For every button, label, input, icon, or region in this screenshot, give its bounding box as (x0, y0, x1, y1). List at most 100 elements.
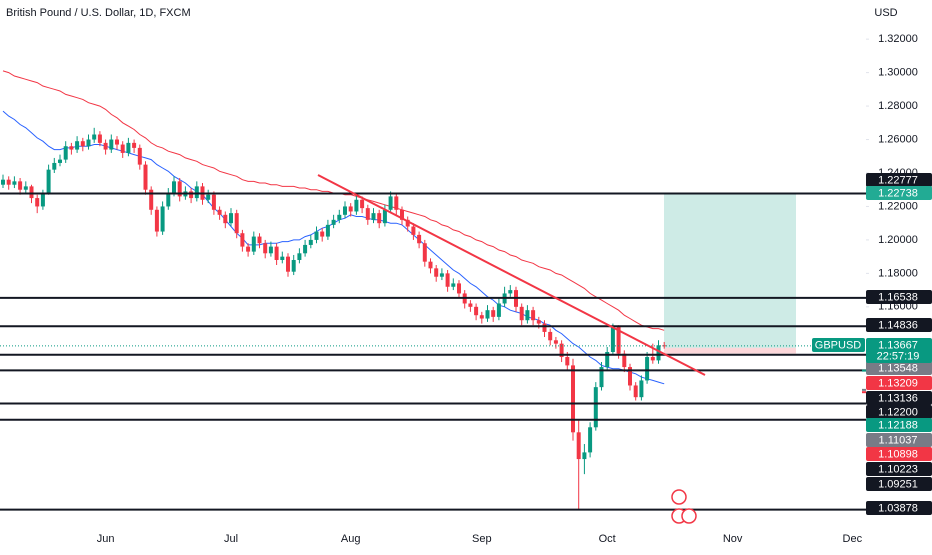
event-icon[interactable] (681, 508, 697, 524)
plot-area (0, 70, 866, 511)
last-price-box (866, 338, 932, 363)
candle-body (331, 219, 336, 225)
candle-body (58, 159, 62, 163)
candle-body (496, 303, 501, 317)
candle-body (149, 189, 154, 210)
price-label: 1.22738 (878, 187, 918, 199)
candle-body (439, 273, 444, 277)
price-label-box (866, 361, 932, 375)
candle-body (593, 387, 598, 428)
price-label: 1.10898 (878, 448, 918, 460)
candle-body (52, 162, 57, 170)
x-tick-label: Jul (224, 533, 238, 545)
candle-body (160, 206, 165, 232)
candle-body (115, 139, 119, 145)
candle-body (650, 357, 655, 361)
price-label-box (866, 418, 932, 432)
candle-body (474, 306, 479, 316)
symbol-label-box (812, 338, 865, 352)
candle-body (599, 367, 604, 388)
candle-body (63, 146, 68, 160)
candle-body (103, 142, 108, 150)
candle-body (297, 253, 302, 260)
candle-body (633, 385, 638, 398)
candle-body (616, 326, 621, 354)
candle-body (189, 191, 194, 199)
event-icons[interactable] (671, 489, 697, 524)
candle-body (137, 147, 142, 165)
candle-body (508, 290, 513, 294)
candle-body (166, 193, 171, 207)
candle-body (588, 427, 593, 453)
candle-body (405, 219, 410, 227)
candle-body (365, 208, 370, 220)
candle-body (286, 256, 290, 272)
candle-body (143, 164, 148, 190)
candle-body (582, 452, 587, 460)
candle-body (422, 243, 427, 262)
x-tick-label: Dec (843, 533, 863, 545)
y-tick-label: 1.26000 (878, 133, 918, 145)
candle-body (605, 352, 610, 368)
candle-body (360, 199, 365, 209)
candle-body (491, 310, 496, 317)
candle-body (662, 345, 667, 347)
candle-body (154, 209, 159, 232)
candle-body (553, 340, 558, 344)
candle-body (223, 214, 228, 224)
candle-body (172, 181, 176, 194)
price-label: 1.03878 (878, 502, 918, 514)
price-label: 1.16538 (878, 291, 918, 303)
price-label: 1.13136 (878, 392, 918, 404)
candle-body (519, 306, 524, 321)
candle-body (109, 139, 114, 150)
candle-body (194, 186, 199, 199)
position-profit-zone (664, 194, 796, 348)
position-loss-zone (664, 347, 796, 354)
candle-body (97, 134, 102, 143)
candle-body (23, 186, 28, 190)
candle-body (400, 209, 404, 220)
price-label-box (866, 501, 932, 515)
candle-body (343, 206, 347, 215)
price-label-box (866, 405, 932, 419)
candle-body (610, 326, 615, 353)
candle-body (303, 244, 308, 254)
candle-body (354, 199, 359, 212)
price-label: 1.12200 (878, 406, 918, 418)
candle-body (92, 134, 97, 140)
candle-body (445, 273, 450, 287)
candle-body (40, 193, 45, 207)
candle-body (274, 246, 279, 260)
candle-body (559, 343, 564, 358)
candle-body (628, 367, 632, 386)
candle-body (86, 139, 91, 147)
candle-body (548, 331, 553, 341)
event-icon[interactable] (671, 489, 687, 505)
trend-line (317, 174, 706, 376)
candle-body (132, 142, 137, 148)
candle-body (257, 236, 262, 244)
candle-body (531, 310, 536, 321)
price-label: 1.22777 (878, 174, 918, 186)
candle-body (325, 224, 330, 237)
price-label: 1.09251 (878, 478, 918, 490)
y-tick-label: 1.22000 (878, 200, 918, 212)
candle-body (75, 141, 80, 150)
chart-title: British Pound / U.S. Dollar, 1D, FXCM (6, 7, 191, 19)
candle-body (542, 323, 547, 332)
candle-body (536, 320, 541, 324)
candle-body (468, 303, 473, 307)
candle-body (12, 181, 17, 185)
candle-body (639, 380, 644, 398)
candle-body (388, 196, 393, 210)
price-axis: 1.320001.300001.280001.260001.240001.220… (812, 33, 932, 515)
candle-body (1, 179, 5, 185)
price-label: 1.13548 (878, 362, 918, 374)
candle-body (46, 169, 51, 194)
candle-body (280, 256, 285, 260)
candle-body (268, 246, 273, 254)
candle-body (80, 141, 85, 147)
candle-body (417, 234, 422, 244)
